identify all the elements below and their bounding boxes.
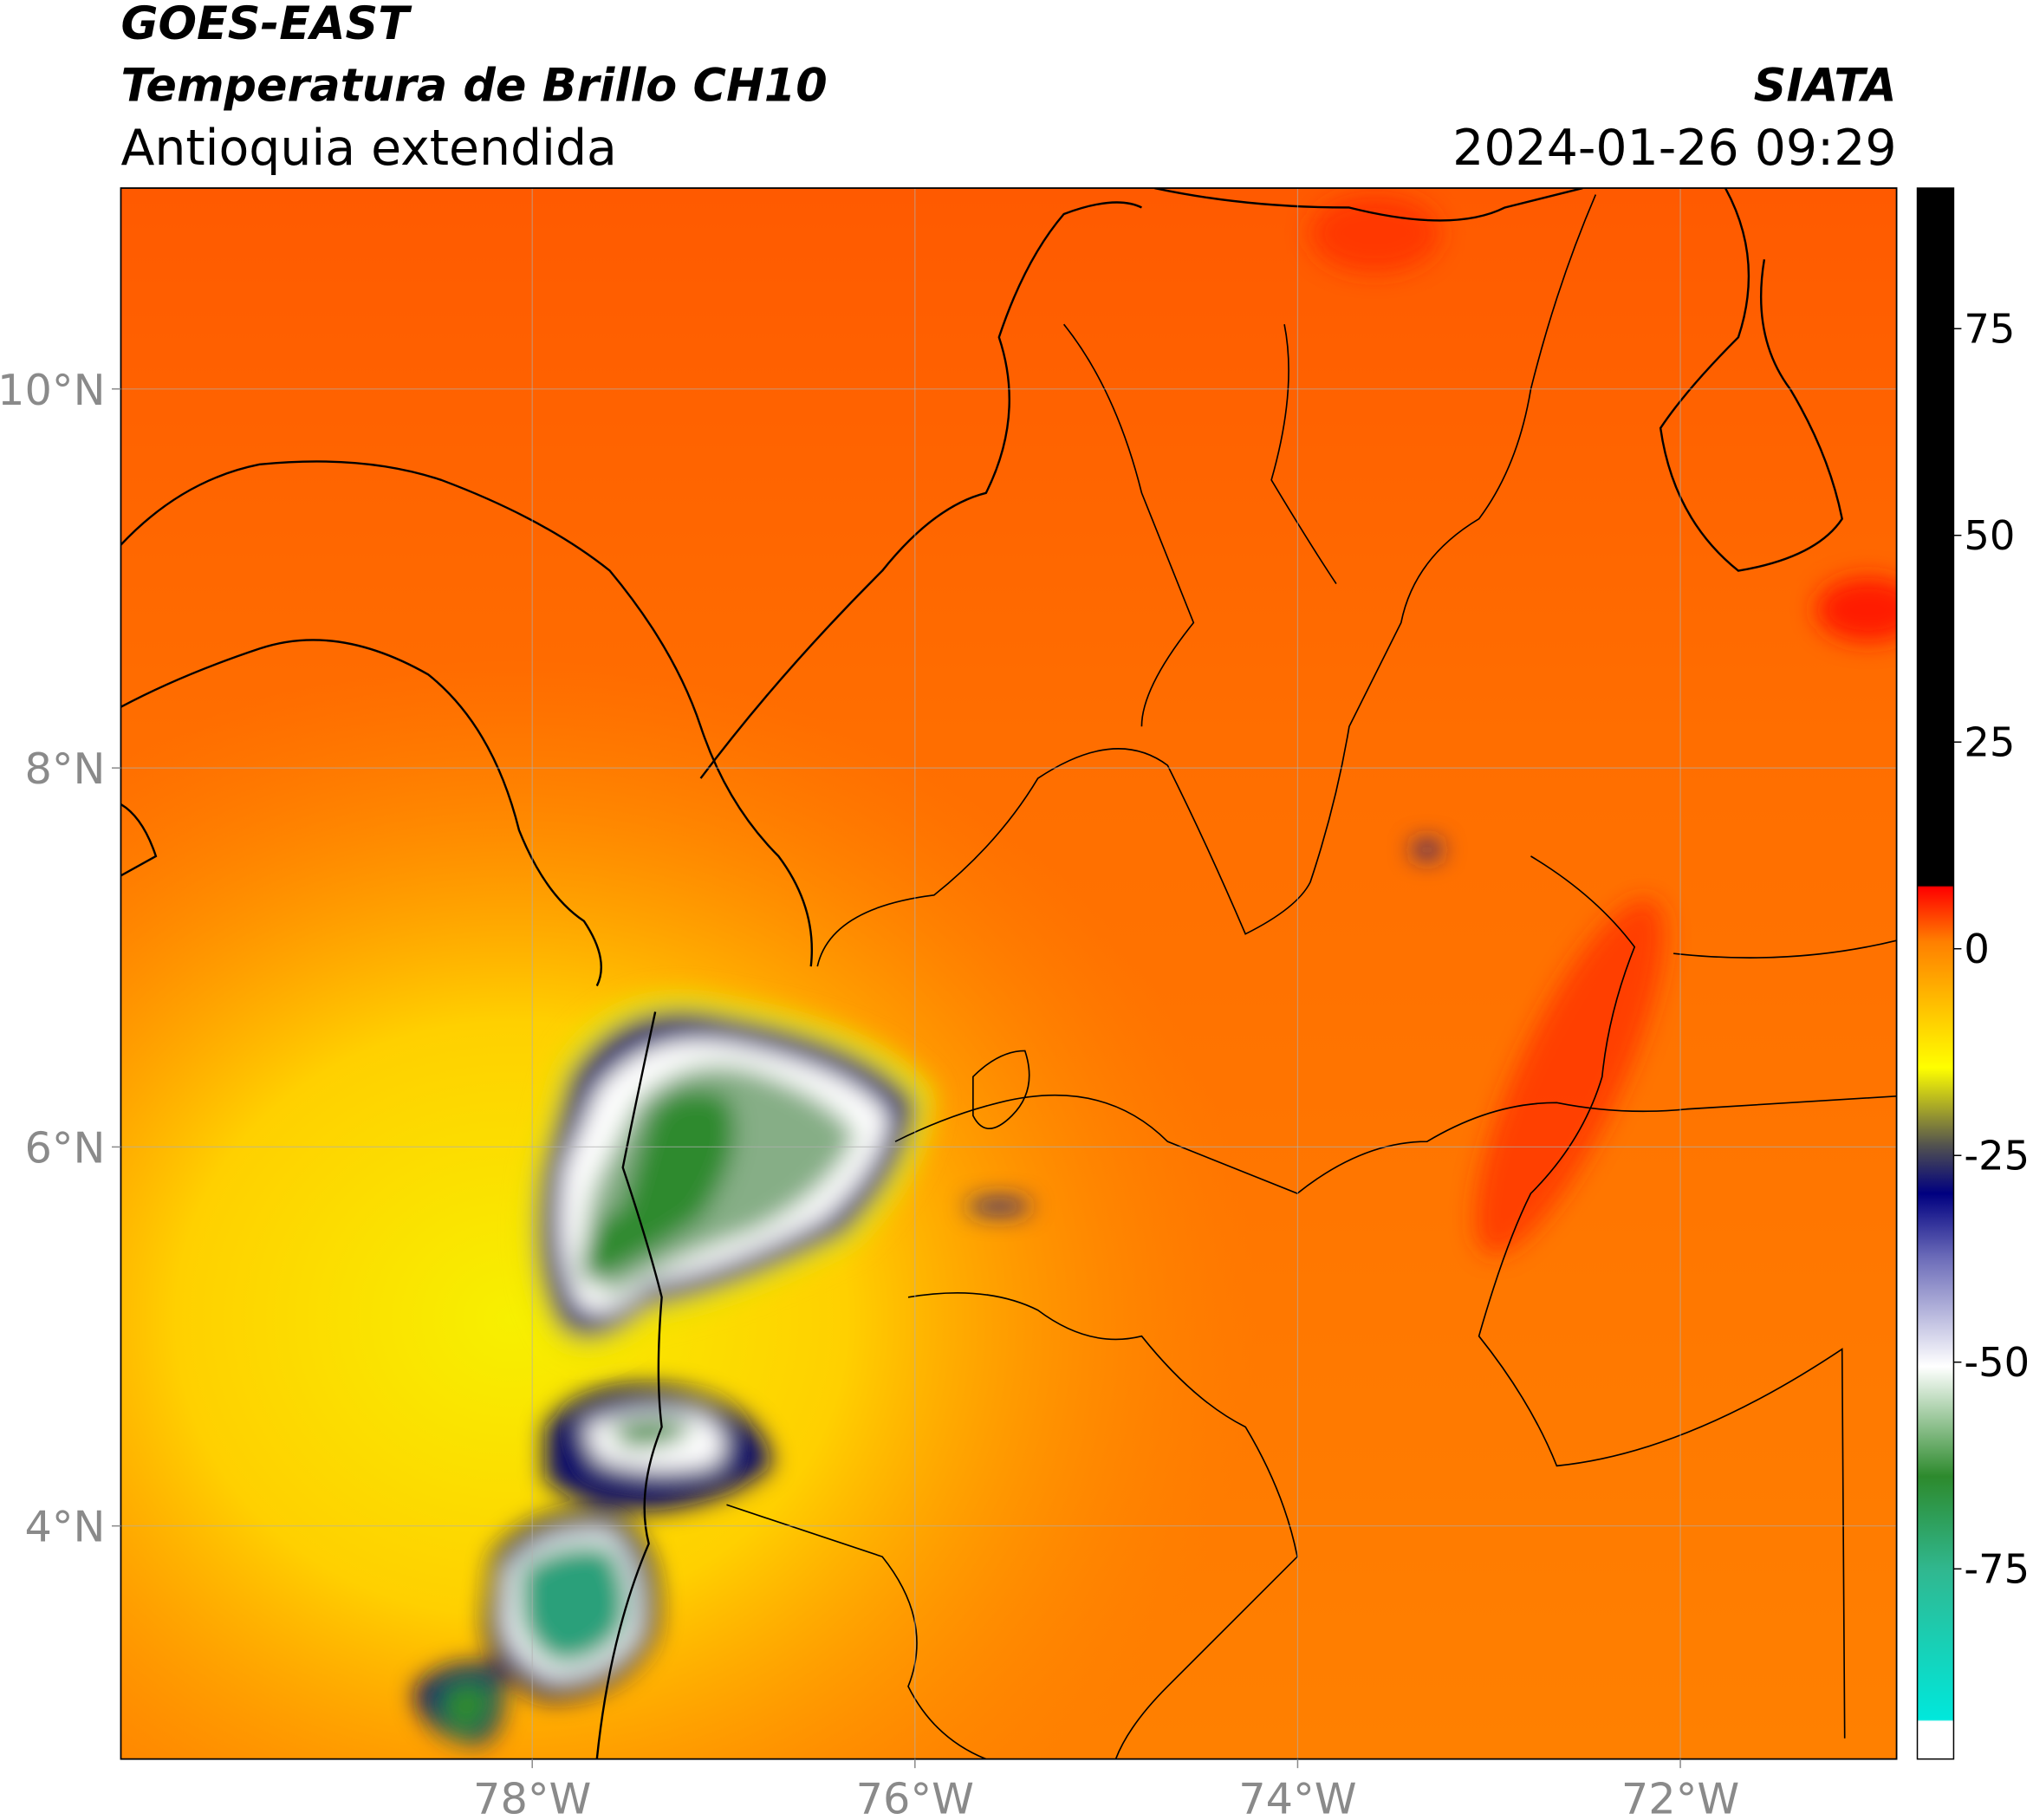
lon-tick-label: 76°W (856, 1774, 974, 1820)
borders (726, 194, 1897, 1759)
colorbar-tick-label: 0 (1964, 926, 1990, 972)
lat-tick-label: 6°N (24, 1122, 105, 1173)
clouds (415, 840, 1443, 1745)
colorbar-tick-label: -75 (1964, 1546, 2030, 1593)
lon-tick-label: 74°W (1238, 1774, 1356, 1820)
red-streaks (1310, 194, 1897, 1255)
map-frame (120, 187, 1898, 1760)
lat-tick-label: 8°N (24, 744, 105, 794)
colorbar-tick-label: 75 (1964, 306, 2015, 353)
colorbar-tick-label: 25 (1964, 719, 2015, 766)
source: SIATA (1754, 60, 1897, 113)
subtitle: Temperatura de Brillo CH10 (120, 60, 827, 113)
title: GOES-EAST (120, 0, 412, 50)
graticule (120, 188, 1897, 1759)
datetime: 2024-01-26 09:29 (1452, 120, 1896, 177)
lon-tick-label: 72°W (1621, 1774, 1739, 1820)
colorbar-tick-label: 50 (1964, 512, 2015, 559)
colorbar (1916, 187, 1955, 1760)
coastlines (120, 188, 1843, 1759)
lon-tick-label: 78°W (473, 1774, 591, 1820)
colorbar-tick-label: -50 (1964, 1339, 2030, 1386)
lat-tick-label: 10°N (0, 365, 106, 415)
region: Antioquia extendida (120, 120, 616, 177)
lat-tick-label: 4°N (24, 1502, 105, 1552)
map-area (120, 188, 1897, 1759)
colorbar-tick-label: -25 (1964, 1133, 2030, 1180)
